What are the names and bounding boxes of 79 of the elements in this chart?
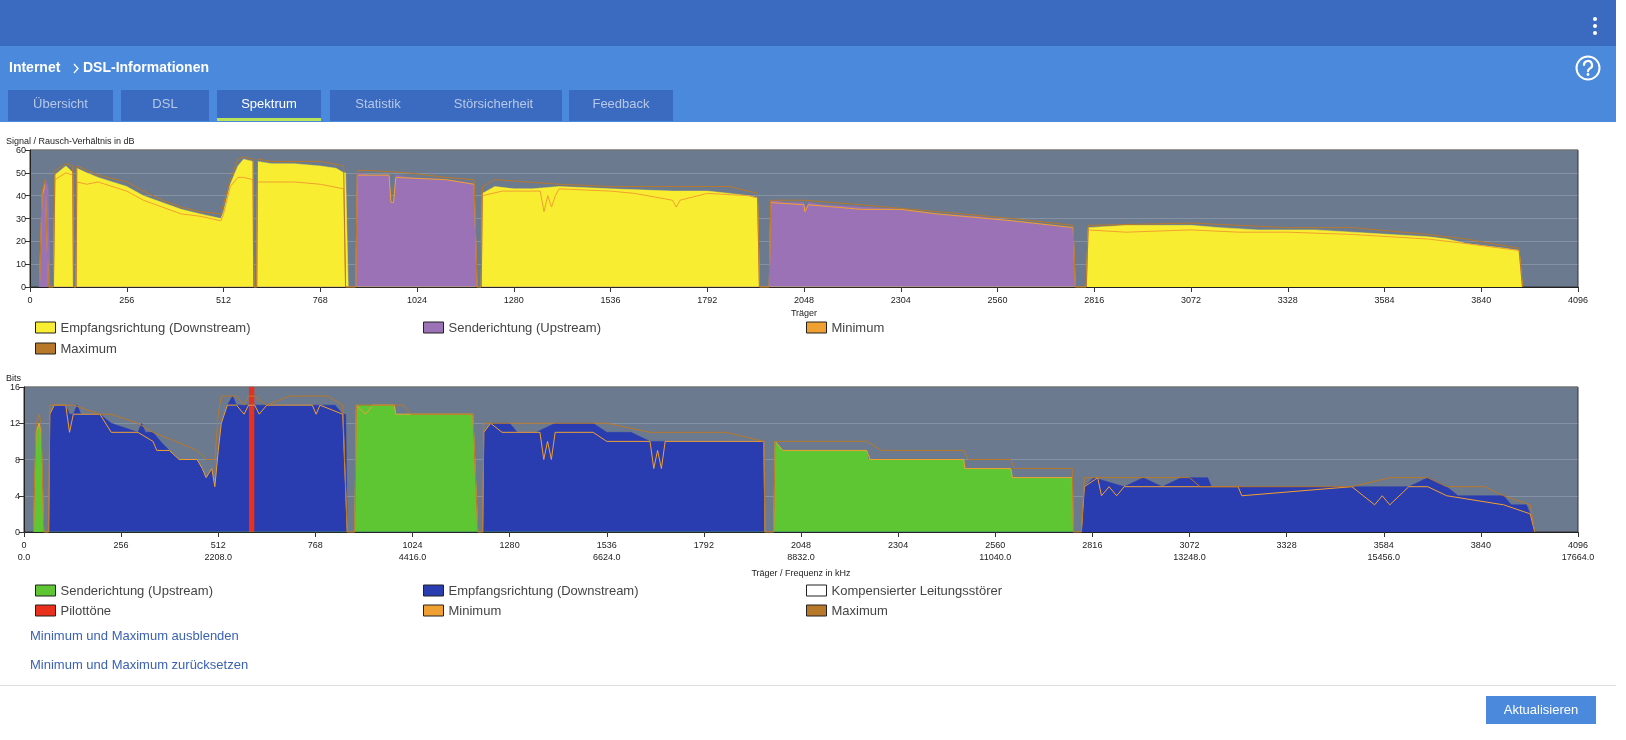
legend-label: Empfangsrichtung (Downstream) [60,320,251,335]
x2-tick-label: 13248.0 [1173,551,1206,562]
text: DSL-Informationen [83,59,209,75]
legend-label: Maximum [60,341,117,356]
y-tick-label: 60 [15,145,26,155]
x-tick-label: 3072 [1180,294,1202,305]
y-tick-label: 40 [15,190,26,201]
x-tick-label: 2304 [890,294,911,305]
x-tick-label: 768 [307,539,323,550]
y-tick-label: 12 [9,418,20,429]
text: Feedback [569,90,673,121]
y-tick-label: 16 [9,382,20,392]
text: Übersicht [8,90,113,121]
text: Spektrum [217,90,321,121]
text: Aktualisieren [1486,696,1596,724]
x-tick-label: 2816 [1082,539,1103,550]
x2-tick-label: 4416.0 [398,551,427,562]
legend-label: Minimum [831,320,885,335]
x-tick-label: 3840 [1470,539,1491,550]
text: Störsicherheit [425,90,562,121]
x-tick-label: 3328 [1277,294,1298,305]
x2-tick-label: 0.0 [17,551,31,562]
x-axis-title: Träger / Frequenz in kHz [751,567,852,578]
text: Minimum und Maximum ausblenden [30,628,239,643]
x-tick-label: 2560 [985,539,1006,550]
x-tick-label: 2048 [793,294,815,305]
x-tick-label: 512 [210,539,226,550]
y-tick-label: 20 [15,236,26,247]
x-tick-label: 2816 [1084,294,1105,305]
x-tick-label: 4096 [1567,294,1589,305]
x-tick-label: 1792 [697,294,718,305]
y-tick-label: 8 [14,454,20,465]
x-tick-label: 3840 [1471,294,1492,305]
legend-label: Maximum [831,603,888,618]
legend-label: Empfangsrichtung (Downstream) [448,583,639,598]
text: Minimum und Maximum zurücksetzen [30,657,249,672]
x2-tick-label: 6624.0 [592,551,621,562]
x-tick-label: 1024 [406,294,428,305]
legend-label: Senderichtung (Upstream) [60,583,213,598]
x-tick-label: 2048 [790,539,812,550]
x2-tick-label: 2208.0 [204,551,233,562]
text: Internet [9,59,61,75]
x2-tick-label: 15456.0 [1367,551,1401,562]
y-tick-label: 0 [14,527,20,537]
x2-tick-label: 11040.0 [979,551,1012,562]
x-tick-label: 1536 [600,294,621,305]
x-tick-label: 3072 [1179,539,1200,550]
x-tick-label: 256 [113,539,129,550]
y-tick-label: 0 [20,282,26,292]
x-tick-label: 1024 [402,539,423,550]
x-tick-label: 256 [119,294,135,305]
x-tick-label: 1792 [693,539,714,550]
x-axis-title: Träger [790,308,818,319]
x-tick-label: 2304 [888,539,909,550]
x-tick-label: 1536 [596,539,617,550]
y-axis-title: Bits [6,373,22,384]
x-tick-label: 512 [215,294,232,305]
legend-label: Minimum [448,603,502,618]
x-tick-label: 0 [27,294,33,305]
x-tick-label: 2560 [987,294,1008,305]
legend-label: Kompensierter Leitungsstörer [831,583,1003,598]
y-tick-label: 50 [15,167,26,178]
y-axis-title: Signal / Rausch-Verhältnis in dB [6,136,135,147]
x-tick-label: 4096 [1567,539,1589,550]
y-tick-label: 30 [15,213,26,224]
legend-label: Senderichtung (Upstream) [448,320,601,335]
y-tick-label: 4 [14,490,20,501]
legend-label: Pilottöne [60,603,112,618]
text: Statistik [330,90,426,121]
x-tick-label: 3584 [1374,294,1395,305]
x-tick-label: 3584 [1373,539,1394,550]
x-tick-label: 1280 [499,539,520,550]
x-tick-label: 1280 [503,294,524,305]
text: DSL [121,90,209,121]
y-tick-label: 10 [15,259,26,270]
x2-tick-label: 17664.0 [1561,551,1595,562]
x2-tick-label: 8832.0 [787,551,815,562]
x-tick-label: 768 [312,294,328,305]
x-tick-label: 3328 [1276,539,1297,550]
